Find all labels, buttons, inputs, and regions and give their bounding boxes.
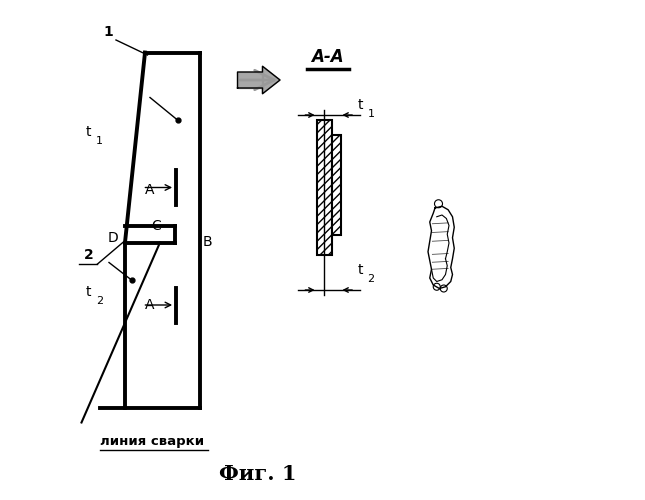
Text: линия сварки: линия сварки (100, 434, 204, 448)
Text: 1: 1 (368, 109, 375, 119)
Text: C: C (152, 219, 161, 233)
Bar (332, 135, 341, 235)
Text: t: t (86, 286, 91, 300)
Text: D: D (108, 232, 119, 245)
Bar (317, 120, 332, 255)
Text: 2: 2 (96, 296, 103, 306)
Text: 2: 2 (84, 248, 94, 262)
Polygon shape (237, 72, 263, 88)
Text: 2: 2 (368, 274, 375, 284)
Text: t: t (357, 263, 362, 277)
Text: A: A (145, 298, 155, 312)
Text: B: B (203, 236, 212, 250)
Text: А-А: А-А (311, 48, 344, 66)
Text: 1: 1 (104, 26, 114, 40)
Text: Фиг. 1: Фиг. 1 (219, 464, 296, 484)
Text: A: A (145, 183, 155, 197)
Polygon shape (263, 66, 280, 94)
Text: t: t (357, 98, 362, 112)
Text: 1: 1 (96, 136, 103, 146)
Text: t: t (86, 126, 91, 140)
